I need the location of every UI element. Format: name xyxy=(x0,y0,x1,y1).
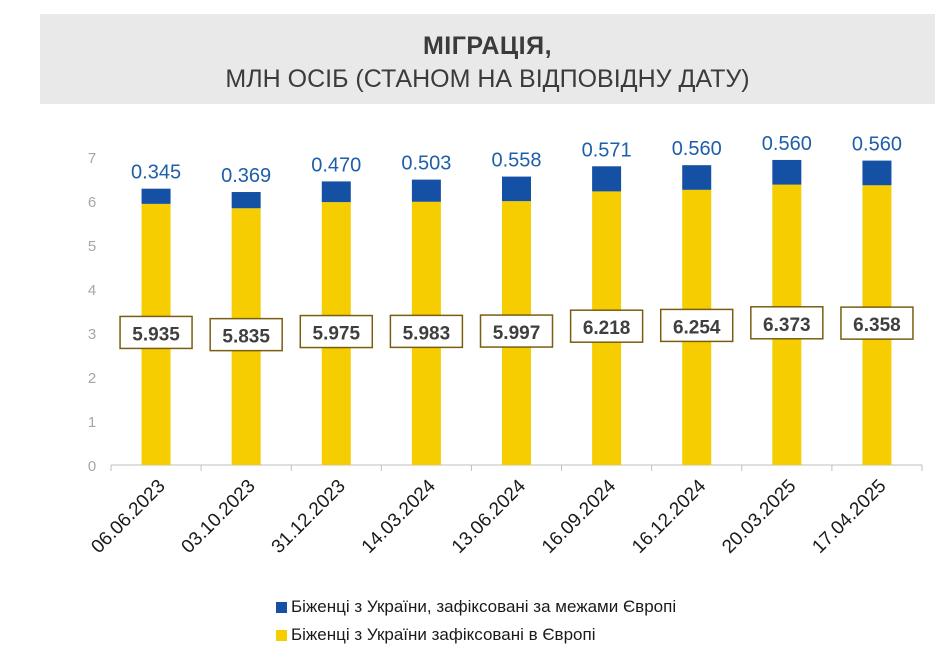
bar-outside-europe xyxy=(772,159,802,185)
data-label-europe: 5.935 xyxy=(132,324,180,345)
data-label-box-europe xyxy=(209,317,283,352)
data-label-europe: 6.254 xyxy=(673,317,721,338)
x-tick-label: 14.03.2024 xyxy=(358,475,440,557)
chart-subtitle: МЛН ОСІБ (СТАНОМ НА ВІДПОВІДНУ ДАТУ) xyxy=(225,65,750,93)
bar-outside-europe xyxy=(321,181,351,203)
bar-outside-europe xyxy=(411,179,441,202)
chart-title: МІГРАЦІЯ, xyxy=(422,32,553,60)
data-label-outside-europe: 0.470 xyxy=(311,154,361,176)
bar-outside-europe xyxy=(141,188,171,204)
chart-title-banner: МІГРАЦІЯ, МЛН ОСІБ (СТАНОМ НА ВІДПОВІДНУ… xyxy=(40,14,935,104)
x-tick-label: 16.09.2024 xyxy=(538,475,620,557)
bar-outside-europe xyxy=(231,192,261,209)
data-label-box-europe xyxy=(659,308,734,343)
y-tick-label: 2 xyxy=(88,370,96,387)
y-tick-label: 7 xyxy=(88,150,96,167)
legend-label-europe: Біженці з України зафіксовані в Європі xyxy=(291,625,596,644)
x-tick-label: 06.06.2023 xyxy=(88,476,170,558)
x-tick-label: 16.12.2024 xyxy=(628,475,710,557)
chart-legend: Біженці з України, зафіксовані за межами… xyxy=(276,593,676,649)
bar-outside-europe xyxy=(592,166,622,192)
data-label-europe: 5.835 xyxy=(222,327,270,348)
data-label-outside-europe: 0.503 xyxy=(401,153,451,175)
data-label-box-europe xyxy=(569,309,644,343)
data-label-europe: 6.373 xyxy=(763,315,811,336)
x-tick-label: 03.10.2023 xyxy=(178,476,260,558)
data-label-europe: 6.218 xyxy=(583,318,631,339)
x-tick-label: 31.12.2023 xyxy=(268,476,350,558)
data-label-box-europe xyxy=(479,314,554,348)
data-label-europe: 5.983 xyxy=(403,323,451,344)
y-tick-label: 4 xyxy=(88,282,96,299)
y-tick-label: 0 xyxy=(88,458,96,475)
data-label-outside-europe: 0.560 xyxy=(762,133,812,155)
data-label-europe: 5.997 xyxy=(493,323,541,344)
data-label-outside-europe: 0.560 xyxy=(852,134,902,156)
data-label-outside-europe: 0.571 xyxy=(582,139,632,161)
y-tick-label: 1 xyxy=(88,414,96,431)
bar-outside-europe xyxy=(682,165,712,190)
data-label-box-europe xyxy=(389,314,464,349)
data-label-europe: 6.358 xyxy=(853,315,901,336)
data-label-outside-europe: 0.345 xyxy=(131,162,181,184)
x-tick-label: 17.04.2025 xyxy=(808,476,890,558)
legend-label-outside-europe: Біженці з України, зафіксовані за межами… xyxy=(291,597,677,616)
y-tick-label: 6 xyxy=(88,194,96,211)
data-label-box-europe xyxy=(750,306,824,340)
data-label-box-europe xyxy=(119,315,193,350)
x-tick-label: 13.06.2024 xyxy=(448,475,530,557)
data-label-box-europe xyxy=(840,306,914,340)
legend-item-europe: Біженці з України зафіксовані в Європі xyxy=(276,621,676,649)
data-label-outside-europe: 0.558 xyxy=(491,150,541,172)
legend-swatch-yellow xyxy=(276,629,287,641)
bar-outside-europe xyxy=(862,160,892,186)
bar-outside-europe xyxy=(502,176,531,202)
legend-swatch-blue xyxy=(276,601,287,613)
legend-item-outside-europe: Біженці з України, зафіксовані за межами… xyxy=(276,593,676,621)
data-label-europe: 5.975 xyxy=(313,324,361,345)
data-label-outside-europe: 0.369 xyxy=(221,165,271,187)
y-tick-label: 3 xyxy=(88,326,96,343)
data-label-box-europe xyxy=(299,314,374,349)
x-tick-label: 20.03.2025 xyxy=(718,476,800,558)
y-tick-label: 5 xyxy=(88,238,96,255)
data-label-outside-europe: 0.560 xyxy=(672,138,722,160)
